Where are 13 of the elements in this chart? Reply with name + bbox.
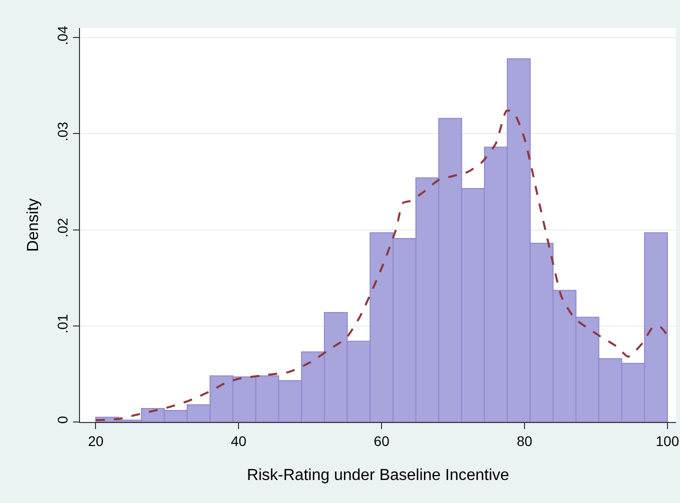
- line-series: [94, 110, 668, 422]
- x-tick-label: 20: [88, 432, 104, 449]
- y-tick-label: .03: [54, 122, 70, 142]
- y-tick-label: .04: [54, 26, 70, 46]
- y-tick-label: 0: [54, 416, 70, 424]
- x-tick-label: 80: [516, 432, 532, 449]
- x-tick-label: 60: [374, 432, 390, 449]
- x-tick-label: 100: [656, 432, 680, 449]
- y-tick-label: .01: [54, 314, 70, 334]
- y-tick-label: .02: [54, 218, 70, 238]
- x-axis-title: Risk-Rating under Baseline Incentive: [246, 467, 510, 484]
- y-axis-title: Density: [25, 198, 42, 252]
- x-tick-label: 40: [230, 432, 247, 449]
